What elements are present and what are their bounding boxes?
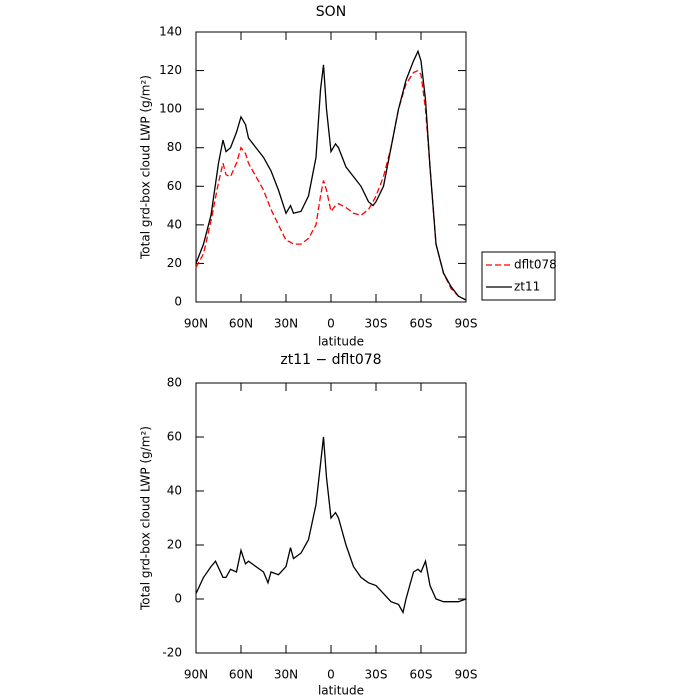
x-axis-label: latitude (318, 684, 364, 698)
y-tick-label: 0 (174, 295, 182, 309)
plot-frame (195, 31, 467, 303)
x-tick-label: 30S (365, 317, 388, 331)
x-tick-label: 60S (410, 668, 433, 682)
legend-label: dflt078 (514, 258, 557, 272)
y-tick-label: 20 (167, 538, 182, 552)
x-tick-label: 0 (327, 668, 335, 682)
y-tick-label: 0 (174, 592, 182, 606)
y-tick-label: 80 (167, 376, 182, 390)
x-tick-label: 30N (274, 317, 298, 331)
x-tick-label: 90S (455, 668, 478, 682)
x-tick-label: 90S (455, 317, 478, 331)
y-tick-label: 40 (167, 217, 182, 231)
data-line (195, 49, 467, 301)
y-axis-label: Total grd-box cloud LWP (g/m²) (139, 426, 153, 611)
x-tick-label: 90N (184, 317, 208, 331)
x-tick-label: 60N (229, 668, 253, 682)
y-tick-label: 40 (167, 484, 182, 498)
x-axis-label: latitude (318, 335, 364, 349)
legend-box (481, 251, 556, 301)
y-tick-label: -20 (162, 646, 182, 660)
y-tick-label: 120 (159, 63, 182, 77)
y-axis-label: Total grd-box cloud LWP (g/m²) (139, 75, 153, 260)
chart-title: SON (316, 4, 346, 20)
legend-label: zt11 (514, 280, 540, 294)
x-tick-label: 60S (410, 317, 433, 331)
x-tick-label: 0 (327, 317, 335, 331)
data-line (195, 69, 467, 301)
data-line (195, 436, 467, 615)
x-tick-label: 90N (184, 668, 208, 682)
y-tick-label: 140 (159, 25, 182, 39)
y-tick-label: 100 (159, 102, 182, 116)
x-tick-label: 60N (229, 317, 253, 331)
chart-title: zt11 − dflt078 (280, 352, 381, 368)
y-tick-label: 60 (167, 179, 182, 193)
x-tick-label: 30S (365, 668, 388, 682)
y-tick-label: 20 (167, 256, 182, 270)
x-tick-label: 30N (274, 668, 298, 682)
y-tick-label: 60 (167, 430, 182, 444)
y-tick-label: 80 (167, 140, 182, 154)
